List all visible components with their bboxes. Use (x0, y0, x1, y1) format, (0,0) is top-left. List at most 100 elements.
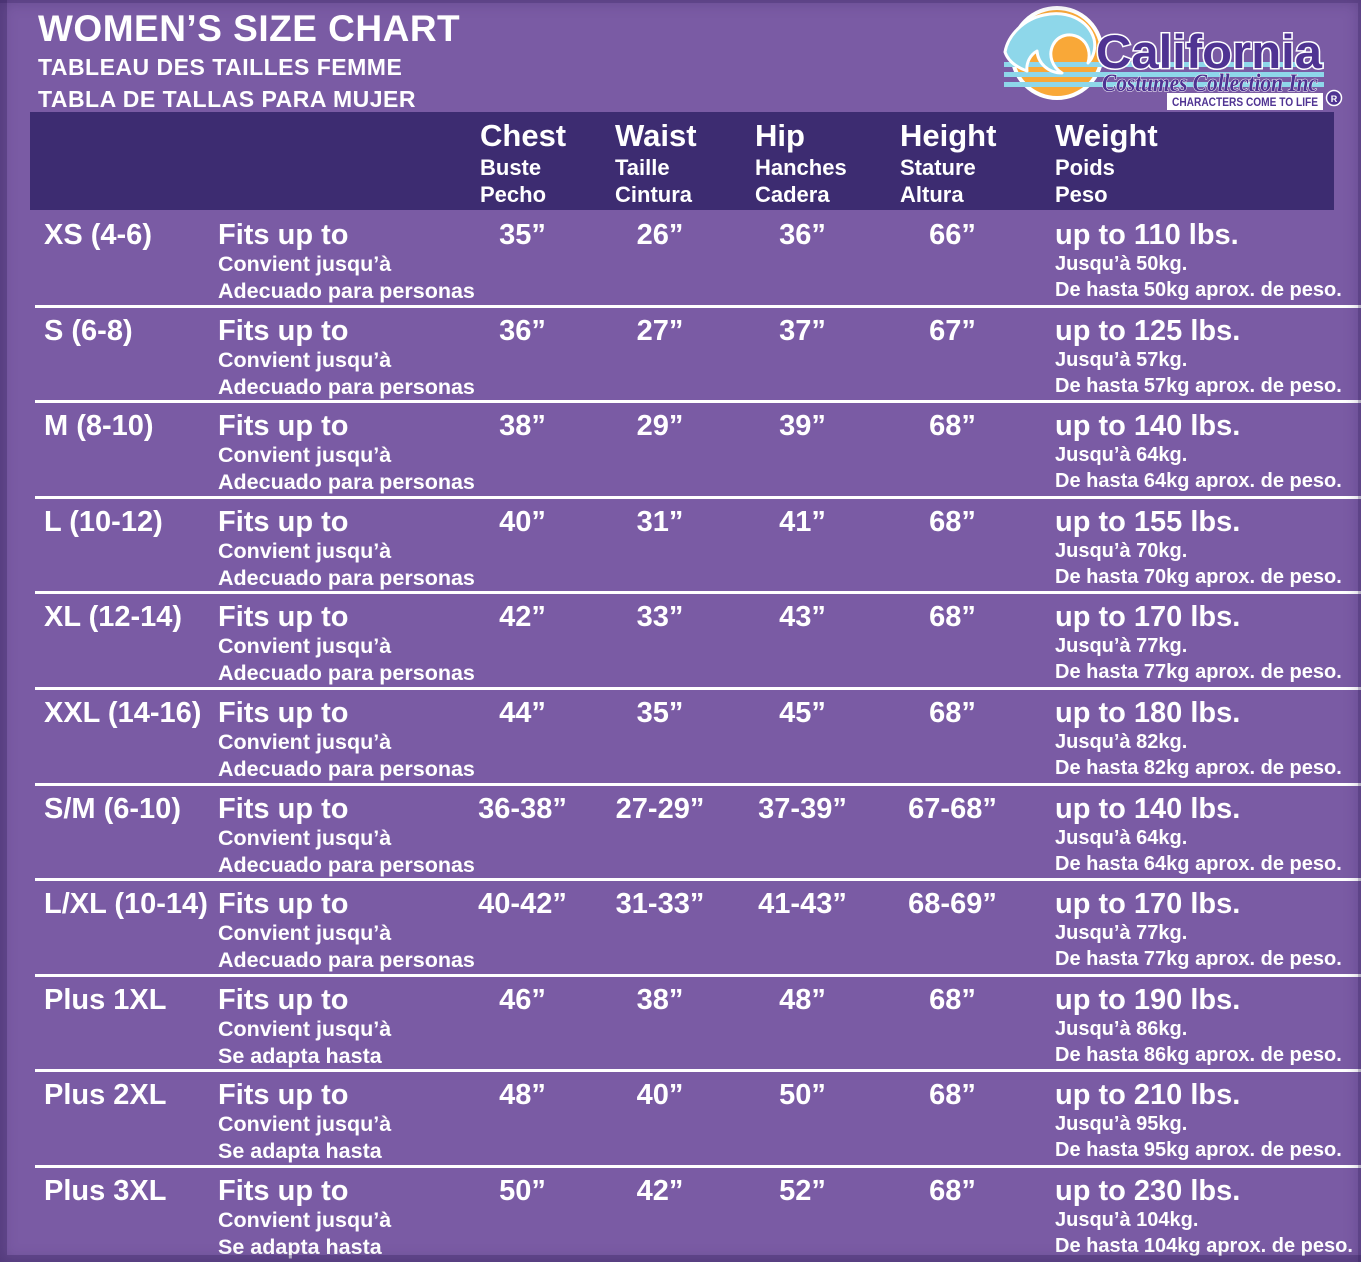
brand-script-text: Costumes Collection Inc (1102, 70, 1318, 97)
weight-kg-fr-value: Jusqu’à 64kg. (1055, 444, 1188, 467)
chest-value: 35” (499, 219, 546, 251)
hip-value: 43” (779, 601, 826, 634)
waist-value: 26” (636, 219, 684, 251)
waist-value: 35” (636, 696, 684, 729)
waist-value: 40” (636, 1079, 684, 1112)
column-label-en: Waist (615, 118, 697, 153)
hip-value: 37-39” (758, 792, 847, 825)
height-value: 68” (929, 696, 976, 729)
fits-label-fr: Convient jusqu’à (218, 1112, 392, 1137)
weight-lbs-value: up to 140 lbs. (1055, 792, 1241, 825)
hip-value: 45” (779, 696, 826, 729)
header-band (30, 112, 1334, 210)
brand-logo-graphic: California Costumes Collection Inc CHARA… (1003, 6, 1343, 110)
chest-value: 50” (499, 1174, 546, 1207)
waist-value: 27” (636, 314, 684, 347)
size-label: M (8-10) (44, 410, 154, 443)
waist-value: 31” (636, 505, 684, 538)
hip-value: 41-43” (758, 888, 847, 921)
size-label: S (6-8) (44, 314, 133, 347)
weight-kg-es-value: De hasta 64kg aprox. de peso. (1055, 470, 1342, 493)
fits-label-es: Adecuado para personas (218, 374, 475, 399)
tagline-bar (1167, 93, 1323, 110)
table-row: M (8-10) Fits up to Convient jusqu’à Ade… (0, 400, 1361, 497)
brand-logo: California Costumes Collection Inc CHARA… (1000, 5, 1350, 111)
chest-value: 48” (499, 1079, 546, 1112)
weight-kg-fr-value: Jusqu’à 104kg. (1055, 1208, 1199, 1231)
fits-label-es: Adecuado para personas (218, 565, 475, 590)
fits-label-en: Fits up to (218, 1174, 349, 1207)
weight-kg-fr-value: Jusqu’à 64kg. (1055, 826, 1188, 849)
fits-label-en: Fits up to (218, 983, 349, 1016)
fits-label-en: Fits up to (218, 601, 349, 634)
fits-label-en: Fits up to (218, 219, 349, 251)
weight-kg-es-value: De hasta 95kg aprox. de peso. (1055, 1139, 1342, 1162)
column-label-en: Weight (1055, 118, 1158, 153)
brand-name-text: California (1096, 25, 1323, 78)
fits-label-en: Fits up to (218, 792, 349, 825)
weight-lbs-value: up to 140 lbs. (1055, 410, 1241, 443)
chest-value: 40” (499, 505, 546, 538)
header-spacer (190, 112, 455, 210)
column-header: Chest Buste Pecho (455, 112, 590, 210)
weight-kg-fr-value: Jusqu’à 95kg. (1055, 1113, 1188, 1136)
fits-label-en: Fits up to (218, 1079, 349, 1112)
fits-label-es: Se adapta hasta (218, 1234, 382, 1259)
weight-lbs-value: up to 125 lbs. (1055, 314, 1241, 347)
table-row: S (6-8) Fits up to Convient jusqu’à Adec… (0, 304, 1361, 402)
height-value: 68” (929, 1079, 976, 1112)
weight-cell: up to 155 lbs. Jusqu’à 70kg. De hasta 70… (1030, 497, 1361, 593)
fits-label-fr: Convient jusqu’à (218, 921, 392, 946)
table-row: Plus 1XL Fits up to Convient jusqu’à Se … (0, 973, 1361, 1071)
weight-cell: up to 110 lbs. Jusqu’à 50kg. De hasta 50… (1030, 210, 1361, 306)
stripe-decoration (1004, 82, 1324, 87)
table-row: L/XL (10-14) Fits up to Convient jusqu’à… (0, 878, 1361, 975)
hip-value: 41” (779, 505, 826, 538)
chest-value: 36-38” (478, 792, 567, 825)
weight-kg-es-value: De hasta 86kg aprox. de peso. (1055, 1043, 1342, 1066)
column-label-es: Pecho (480, 182, 547, 207)
weight-kg-fr-value: Jusqu’à 82kg. (1055, 730, 1188, 753)
column-header: Hip Hanches Cadera (730, 112, 875, 210)
size-label: XL (12-14) (44, 601, 183, 634)
column-label-en: Height (900, 118, 997, 153)
fits-label-fr: Convient jusqu’à (218, 825, 392, 850)
weight-cell: up to 140 lbs. Jusqu’à 64kg. De hasta 64… (1030, 784, 1361, 880)
table-row: XS (4-6) Fits up to Convient jusqu’à Ade… (0, 210, 1361, 306)
stripe-decoration (1004, 62, 1324, 67)
fits-cell: Fits up to Convient jusqu’à Se adapta ha… (190, 975, 455, 1071)
hip-value: 50” (779, 1079, 826, 1112)
weight-kg-es-value: De hasta 77kg aprox. de peso. (1055, 661, 1342, 684)
weight-cell: up to 180 lbs. Jusqu’à 82kg. De hasta 82… (1030, 688, 1361, 784)
waist-value: 31-33” (615, 888, 705, 921)
column-header-row: Chest Buste Pecho Waist Taille Cintura H… (0, 112, 1361, 210)
fits-label-en: Fits up to (218, 410, 349, 443)
weight-kg-es-value: De hasta 82kg aprox. de peso. (1055, 756, 1342, 779)
waist-value: 27-29” (615, 792, 705, 825)
hip-value: 39” (779, 410, 826, 443)
weight-kg-es-value: De hasta 64kg aprox. de peso. (1055, 852, 1342, 875)
column-label-fr: Buste (480, 155, 542, 180)
fits-label-es: Adecuado para personas (218, 756, 475, 781)
hip-value: 37” (779, 314, 826, 347)
column-header: Waist Taille Cintura (590, 112, 730, 210)
weight-cell: up to 210 lbs. Jusqu’à 95kg. De hasta 95… (1030, 1070, 1361, 1166)
fits-label-es: Adecuado para personas (218, 948, 475, 973)
weight-lbs-value: up to 190 lbs. (1055, 983, 1241, 1016)
fits-label-fr: Convient jusqu’à (218, 443, 392, 468)
fits-label-en: Fits up to (218, 696, 349, 729)
height-value: 67-68” (908, 792, 997, 825)
fits-label-fr: Convient jusqu’à (218, 634, 392, 659)
chest-value: 46” (499, 983, 546, 1016)
weight-cell: up to 230 lbs. Jusqu’à 104kg. De hasta 1… (1030, 1166, 1361, 1262)
column-label-es: Cintura (615, 182, 692, 207)
column-label-es: Altura (900, 182, 964, 207)
fits-label-es: Adecuado para personas (218, 661, 475, 686)
column-label-en: Hip (755, 118, 805, 153)
weight-kg-fr-value: Jusqu’à 50kg. (1055, 253, 1188, 275)
weight-cell: up to 125 lbs. Jusqu’à 57kg. De hasta 57… (1030, 306, 1361, 402)
weight-kg-es-value: De hasta 70kg aprox. de peso. (1055, 565, 1342, 588)
hip-value: 36” (779, 219, 826, 251)
weight-kg-es-value: De hasta 104kg aprox. de peso. (1055, 1234, 1353, 1257)
fits-cell: Fits up to Convient jusqu’à Adecuado par… (190, 688, 475, 784)
